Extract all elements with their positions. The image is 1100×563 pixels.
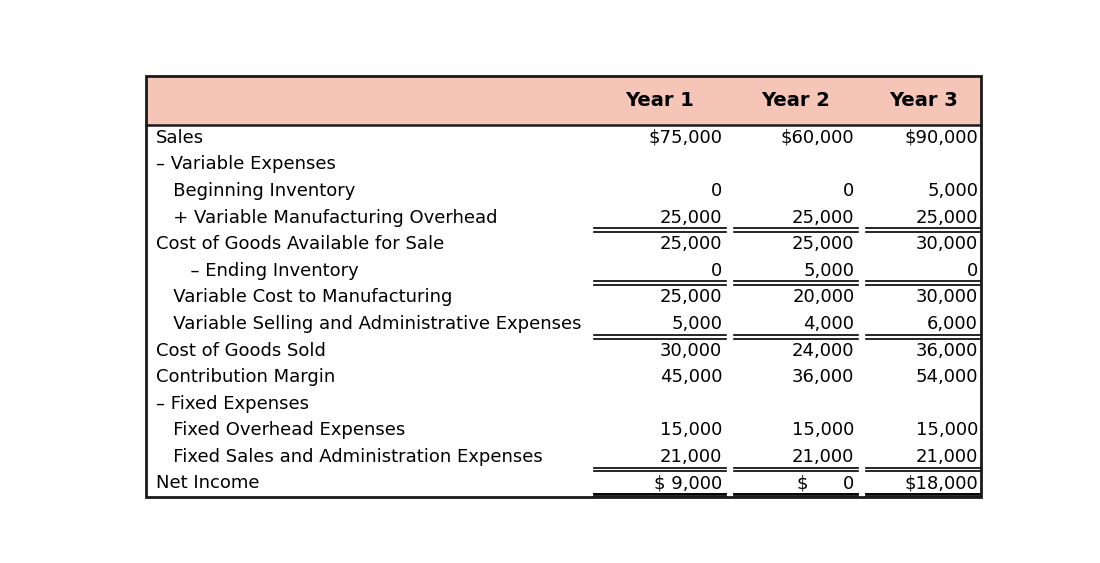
Text: $ 9,000: $ 9,000 [654, 475, 723, 493]
Text: Year 3: Year 3 [890, 91, 958, 110]
Text: Fixed Sales and Administration Expenses: Fixed Sales and Administration Expenses [156, 448, 543, 466]
Text: $60,000: $60,000 [781, 129, 855, 147]
Text: 15,000: 15,000 [915, 421, 978, 439]
Text: 25,000: 25,000 [660, 235, 723, 253]
Text: $18,000: $18,000 [904, 475, 978, 493]
Text: 0: 0 [844, 182, 855, 200]
Text: $75,000: $75,000 [648, 129, 723, 147]
Text: 0: 0 [711, 262, 723, 280]
Text: 54,000: 54,000 [915, 368, 978, 386]
Text: 30,000: 30,000 [916, 288, 978, 306]
Text: 0: 0 [967, 262, 978, 280]
Text: 36,000: 36,000 [792, 368, 855, 386]
Text: – Fixed Expenses: – Fixed Expenses [156, 395, 309, 413]
Text: 6,000: 6,000 [927, 315, 978, 333]
Text: 21,000: 21,000 [660, 448, 723, 466]
Text: 25,000: 25,000 [792, 235, 855, 253]
Text: 25,000: 25,000 [660, 209, 723, 227]
Text: Net Income: Net Income [156, 475, 260, 493]
Text: + Variable Manufacturing Overhead: + Variable Manufacturing Overhead [156, 209, 498, 227]
Text: 25,000: 25,000 [915, 209, 978, 227]
Text: 45,000: 45,000 [660, 368, 723, 386]
Text: 30,000: 30,000 [660, 342, 723, 360]
Bar [146, 76, 981, 124]
Text: 36,000: 36,000 [915, 342, 978, 360]
Text: 15,000: 15,000 [660, 421, 723, 439]
Text: 5,000: 5,000 [671, 315, 723, 333]
Text: Cost of Goods Available for Sale: Cost of Goods Available for Sale [156, 235, 444, 253]
Text: 25,000: 25,000 [792, 209, 855, 227]
Text: Fixed Overhead Expenses: Fixed Overhead Expenses [156, 421, 406, 439]
Text: Year 1: Year 1 [625, 91, 694, 110]
Text: Year 2: Year 2 [761, 91, 830, 110]
Text: – Ending Inventory: – Ending Inventory [156, 262, 359, 280]
Text: Beginning Inventory: Beginning Inventory [156, 182, 355, 200]
Text: 21,000: 21,000 [792, 448, 855, 466]
Text: 0: 0 [711, 182, 723, 200]
Text: 5,000: 5,000 [927, 182, 978, 200]
Text: 30,000: 30,000 [916, 235, 978, 253]
Text: 20,000: 20,000 [792, 288, 855, 306]
Text: Variable Selling and Administrative Expenses: Variable Selling and Administrative Expe… [156, 315, 582, 333]
Text: Cost of Goods Sold: Cost of Goods Sold [156, 342, 326, 360]
Text: 4,000: 4,000 [803, 315, 855, 333]
Text: – Variable Expenses: – Variable Expenses [156, 155, 337, 173]
Text: 15,000: 15,000 [792, 421, 855, 439]
Text: Variable Cost to Manufacturing: Variable Cost to Manufacturing [156, 288, 452, 306]
Text: $      0: $ 0 [798, 475, 855, 493]
Text: Contribution Margin: Contribution Margin [156, 368, 336, 386]
Text: 5,000: 5,000 [803, 262, 855, 280]
Text: 25,000: 25,000 [660, 288, 723, 306]
Text: 24,000: 24,000 [792, 342, 855, 360]
Text: 21,000: 21,000 [915, 448, 978, 466]
Text: Sales: Sales [156, 129, 205, 147]
Text: $90,000: $90,000 [904, 129, 978, 147]
